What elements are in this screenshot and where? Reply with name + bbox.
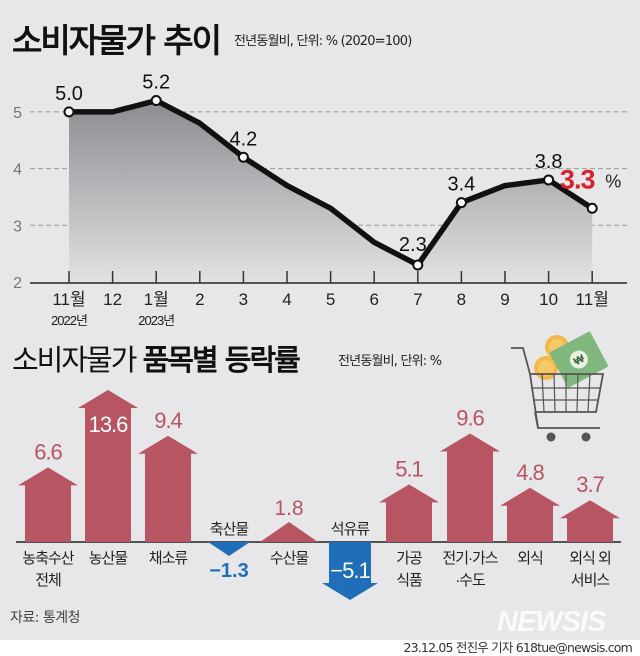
coin-inner-icon [538, 360, 554, 376]
x-tick-label: 11월 [576, 290, 609, 309]
bar-value-label: 4.8 [516, 460, 544, 485]
x-tick-label: 6 [369, 290, 378, 309]
data-point-marker [237, 151, 249, 163]
shopping-cart-icon: ₩ [511, 331, 608, 442]
line-chart-title: 소비자물가 추이 [12, 21, 222, 60]
x-year-label: 2023년 [138, 313, 174, 328]
data-point-marker [150, 95, 162, 107]
bar-chart-title: 소비자물가 품목별 등락률 [12, 337, 301, 379]
x-tick-label: 12 [103, 290, 122, 309]
bar-value-label: −5.1 [330, 558, 370, 583]
data-point-label: 3.8 [535, 151, 563, 173]
category-label: 전기·가스 [442, 550, 498, 567]
x-tick-label: 4 [282, 290, 291, 309]
bar-value-label: 1.8 [274, 497, 303, 520]
cart-wheel-icon [546, 432, 556, 442]
category-label: 석유류 [331, 521, 371, 538]
bar-arrow-up [560, 500, 620, 542]
category-label-line2: 식품 [396, 572, 422, 589]
data-point-marker [412, 259, 424, 271]
category-label: 농축수산 [22, 550, 74, 567]
category-label: 농산물 [89, 550, 128, 567]
percent-unit: % [605, 171, 621, 191]
bar-value-label: 6.6 [34, 439, 62, 464]
data-point-marker [586, 202, 598, 214]
bar-arrow-up [78, 390, 138, 542]
bar-value-label: 13.6 [89, 412, 129, 437]
category-label: 수산물 [270, 550, 309, 567]
category-label: 가공 [396, 550, 422, 567]
bar-chart-title-regular: 소비자물가 [12, 343, 143, 377]
bar-arrow-up [260, 522, 318, 542]
bar-arrow-up [500, 487, 560, 542]
bar-value-label: 5.1 [395, 456, 423, 481]
category-label: 채소류 [149, 550, 189, 567]
y-tick-label: 2 [13, 275, 22, 292]
bar-chart-subtitle: 전년동월비, 단위: % [338, 354, 442, 369]
x-tick-label: 9 [500, 290, 509, 309]
x-tick-label: 3 [239, 290, 248, 309]
latest-value-label: 3.3 [560, 164, 596, 194]
category-label: 외식 외 [569, 550, 611, 567]
data-point-label: 2.3 [399, 234, 427, 256]
x-tick-label: 11월 [52, 290, 85, 309]
newsis-logo: NEWSIS [497, 606, 606, 638]
data-point-marker [63, 106, 75, 118]
bar-arrow-up [379, 484, 439, 542]
x-tick-label: 10 [539, 290, 558, 309]
y-tick-label: 3 [13, 218, 22, 235]
x-year-label: 2022년 [51, 313, 87, 328]
category-label-line2: 서비스 [571, 572, 611, 589]
y-tick-label: 5 [13, 105, 22, 122]
data-point-label: 5.2 [142, 72, 170, 94]
x-tick-label: 2 [195, 290, 204, 309]
cart-wheel-icon [581, 432, 591, 442]
bar-arrow-up [18, 467, 78, 542]
bar-value-label: 3.7 [576, 472, 604, 497]
category-label: 외식 [517, 550, 543, 567]
bar-value-label: −1.3 [209, 560, 248, 582]
bar-arrow-up [138, 435, 198, 542]
x-tick-label: 8 [457, 290, 466, 309]
data-point-label: 4.2 [229, 128, 257, 150]
data-point-label: 5.0 [55, 83, 83, 105]
data-point-marker [455, 197, 467, 209]
bar-arrow-down [322, 542, 378, 600]
bar-arrow-up [440, 433, 500, 542]
data-point-label: 3.4 [447, 174, 475, 196]
category-label-line2: ·수도 [455, 572, 486, 589]
bar-arrow-down [208, 542, 250, 556]
x-tick-label: 7 [413, 290, 422, 309]
data-point-marker [543, 174, 555, 186]
category-label-line2: 전체 [35, 572, 61, 589]
data-source: 자료: 통계청 [10, 610, 81, 626]
line-chart-subtitle: 전년동월비, 단위: % (2020=100) [234, 34, 412, 49]
line-chart: 2 3 4 5 11월 2022년 12 1월 2023년 2 3 4 5 6 7 8 9 10 11월 5.0 5.2… [13, 72, 627, 328]
credit-line: 23.12.05 전진우 기자 618tue@newsis.com [403, 640, 632, 655]
x-tick-label: 5 [326, 290, 335, 309]
x-tick-label: 1월 [144, 290, 169, 309]
bar-chart-title-bold: 품목별 등락률 [142, 343, 301, 377]
bar-value-label: 9.6 [456, 406, 484, 431]
bar-value-label: 9.4 [154, 408, 182, 433]
area-fill [69, 100, 593, 282]
category-label: 축산물 [210, 521, 249, 538]
y-tick-label: 4 [13, 162, 22, 179]
